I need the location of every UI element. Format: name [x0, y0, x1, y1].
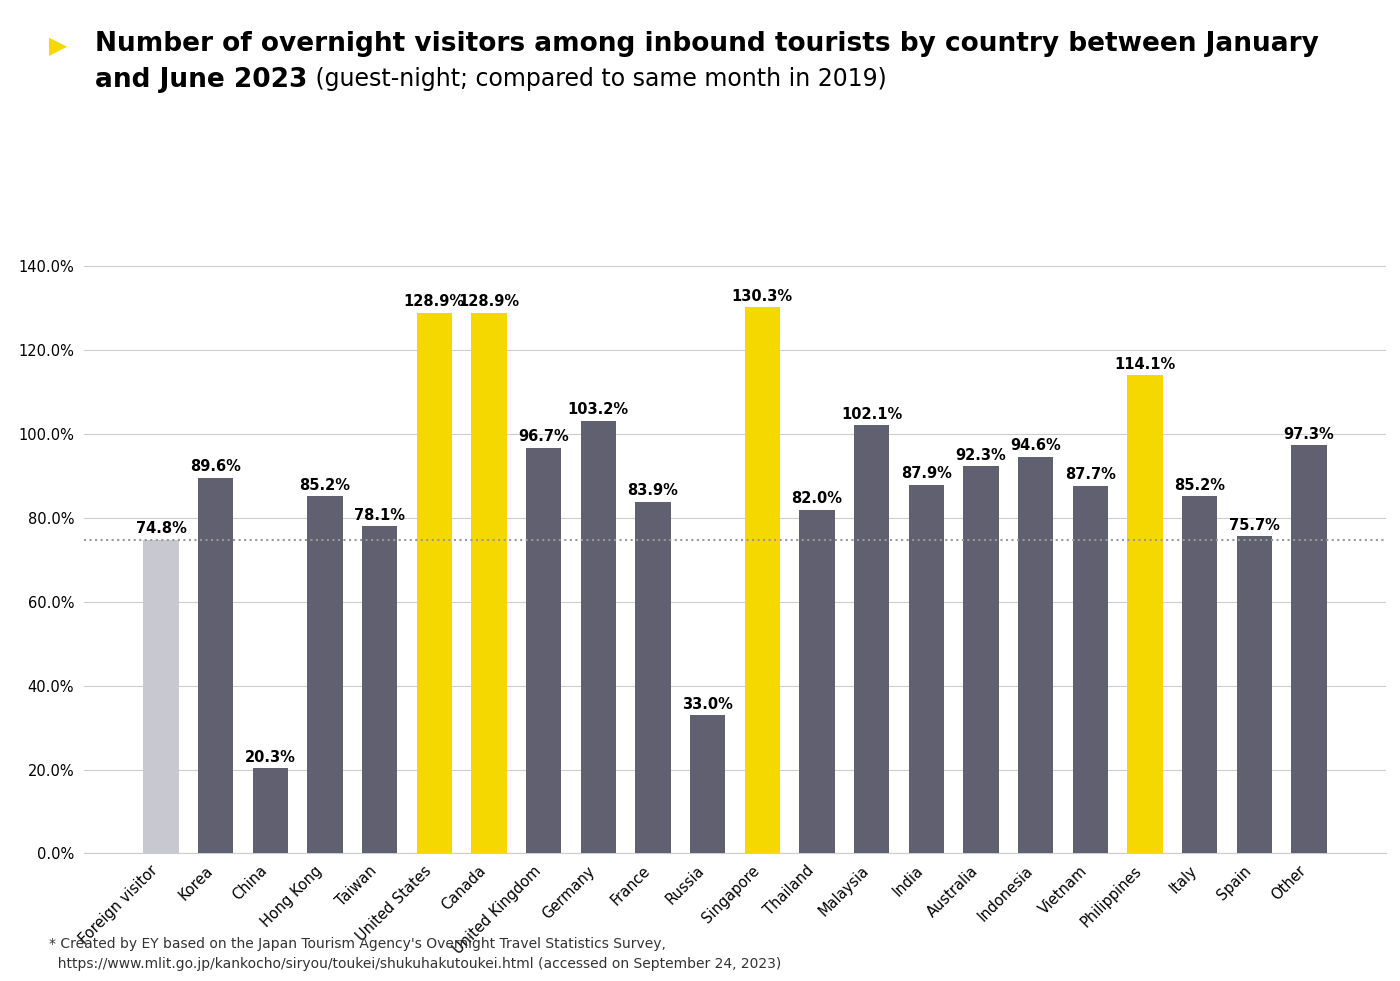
Bar: [1182, 496, 1218, 853]
Bar: [1236, 536, 1273, 853]
Text: 20.3%: 20.3%: [245, 749, 295, 765]
Bar: [636, 501, 671, 853]
Bar: [252, 768, 288, 853]
Bar: [1018, 457, 1053, 853]
Text: (guest-night; compared to same month in 2019): (guest-night; compared to same month in …: [308, 67, 886, 90]
Bar: [143, 540, 179, 853]
Text: * Created by EY based on the Japan Tourism Agency's Overnight Travel Statistics : * Created by EY based on the Japan Touri…: [49, 937, 781, 971]
Text: 74.8%: 74.8%: [136, 521, 186, 537]
Text: 103.2%: 103.2%: [568, 402, 629, 417]
Bar: [1127, 375, 1163, 853]
Text: 87.7%: 87.7%: [1065, 467, 1116, 483]
Text: 96.7%: 96.7%: [518, 430, 568, 444]
Text: 83.9%: 83.9%: [627, 484, 679, 498]
Text: ▶: ▶: [49, 34, 67, 58]
Text: 75.7%: 75.7%: [1229, 518, 1280, 533]
Bar: [854, 425, 889, 853]
Bar: [307, 496, 343, 853]
Bar: [417, 313, 452, 853]
Bar: [197, 478, 234, 853]
Bar: [472, 313, 507, 853]
Text: Number of overnight visitors among inbound tourists by country between January: Number of overnight visitors among inbou…: [95, 31, 1319, 58]
Bar: [1291, 445, 1327, 853]
Bar: [1072, 486, 1109, 853]
Text: 85.2%: 85.2%: [300, 478, 350, 492]
Text: 130.3%: 130.3%: [732, 288, 792, 303]
Text: 89.6%: 89.6%: [190, 459, 241, 474]
Bar: [690, 715, 725, 853]
Text: 92.3%: 92.3%: [956, 448, 1007, 463]
Text: 128.9%: 128.9%: [458, 294, 519, 309]
Text: 128.9%: 128.9%: [403, 294, 465, 309]
Bar: [963, 466, 998, 853]
Text: and June 2023: and June 2023: [95, 67, 308, 93]
Text: 82.0%: 82.0%: [791, 491, 843, 506]
Bar: [581, 421, 616, 853]
Text: 114.1%: 114.1%: [1114, 356, 1176, 372]
Text: 94.6%: 94.6%: [1011, 439, 1061, 453]
Text: 78.1%: 78.1%: [354, 507, 405, 523]
Text: 97.3%: 97.3%: [1284, 427, 1334, 442]
Text: 85.2%: 85.2%: [1175, 478, 1225, 492]
Text: 87.9%: 87.9%: [902, 466, 952, 482]
Text: 33.0%: 33.0%: [682, 697, 734, 711]
Bar: [909, 485, 944, 853]
Bar: [799, 509, 834, 853]
Bar: [745, 307, 780, 853]
Bar: [526, 448, 561, 853]
Text: 102.1%: 102.1%: [841, 407, 903, 422]
Bar: [361, 526, 398, 853]
